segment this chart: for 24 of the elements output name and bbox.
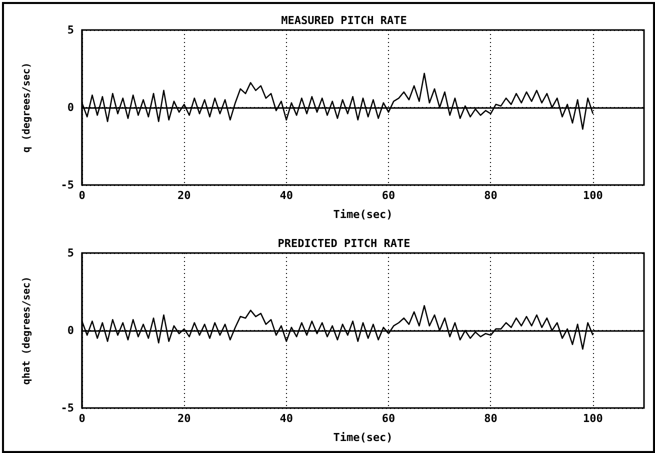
y-axis-title: qhat (degrees/sec) <box>22 276 32 385</box>
y-tick-label: -5 <box>60 402 74 414</box>
x-tick-label: 100 <box>582 189 603 202</box>
y-tick-label: 5 <box>67 246 74 260</box>
y-tick-label: 0 <box>67 324 74 337</box>
x-tick-label: 80 <box>484 412 498 425</box>
x-tick-label: 0 <box>78 412 86 425</box>
x-tick-label: 80 <box>484 189 498 202</box>
chart-title: MEASURED PITCH RATE <box>281 14 407 27</box>
x-tick-label: 40 <box>280 189 293 202</box>
x-tick-label: 0 <box>78 189 86 202</box>
x-tick-label: 20 <box>178 189 191 202</box>
x-tick-label: 60 <box>382 412 396 425</box>
y-tick-label: -5 <box>60 178 74 192</box>
x-tick-label: 40 <box>280 412 293 425</box>
x-tick-label: 20 <box>178 412 191 425</box>
y-tick-label: 0 <box>67 101 74 114</box>
x-tick-label: 100 <box>582 412 603 425</box>
x-axis-title: Time(sec) <box>333 208 393 221</box>
y-axis-title: q (degrees/sec) <box>22 62 32 153</box>
y-tick-label: 5 <box>67 24 74 36</box>
x-tick-label: 60 <box>382 189 396 202</box>
x-axis-title: Time(sec) <box>333 431 393 444</box>
chart-title: PREDICTED PITCH RATE <box>278 237 410 250</box>
